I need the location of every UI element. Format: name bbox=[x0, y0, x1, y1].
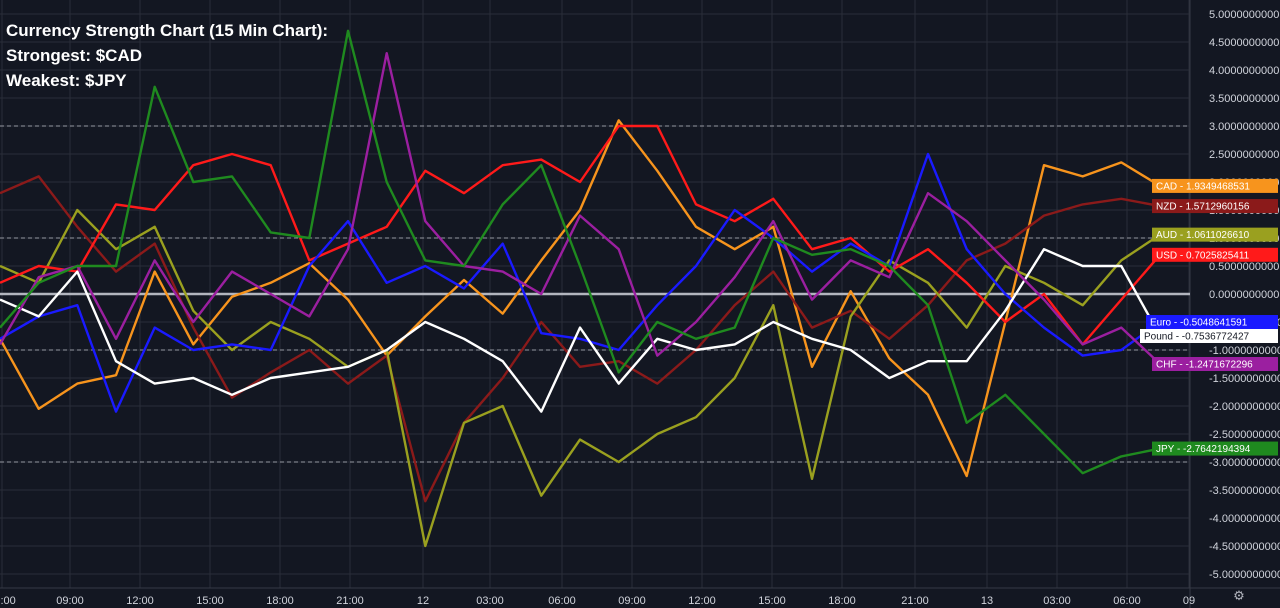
series-line-euro bbox=[0, 152, 1161, 413]
tag-box bbox=[1152, 441, 1278, 456]
y-tick-label: 3.5000000000 bbox=[1209, 93, 1279, 105]
x-tick-label: 15:00 bbox=[196, 595, 224, 607]
x-tick-label: 21:00 bbox=[336, 595, 364, 607]
series-line-jpy bbox=[0, 29, 1161, 475]
chart-title-block: Currency Strength Chart (15 Min Chart): … bbox=[6, 18, 328, 93]
chart-title: Currency Strength Chart (15 Min Chart): bbox=[6, 21, 329, 40]
y-tick-label: -3.5000000000 bbox=[1209, 485, 1280, 497]
price-tag-usd: USD - 0.7025825411 bbox=[1152, 247, 1278, 262]
tag-box bbox=[1152, 247, 1278, 262]
series-line-cad bbox=[0, 119, 1161, 478]
series-lines bbox=[0, 29, 1162, 548]
tag-box bbox=[1146, 315, 1278, 329]
series-line-aud bbox=[0, 208, 1161, 548]
y-tick-label: -4.0000000000 bbox=[1209, 513, 1280, 525]
y-tick-label: 3.0000000000 bbox=[1209, 121, 1279, 133]
price-tag-jpy: JPY - -2.7642194394 bbox=[1152, 441, 1278, 456]
x-tick-label: 18:00 bbox=[266, 595, 294, 607]
y-tick-label: -3.0000000000 bbox=[1209, 457, 1280, 469]
tag-box bbox=[1152, 357, 1278, 371]
tag-box bbox=[1152, 199, 1278, 214]
price-tag-euro: Euro - -0.5048641591 bbox=[1146, 315, 1278, 329]
tag-text: AUD - 1.0611026610 bbox=[1156, 230, 1250, 241]
x-tick-label: 09 bbox=[1183, 595, 1195, 607]
weakest-label: Weakest: $JPY bbox=[6, 71, 127, 90]
x-tick-label: 20:00 bbox=[0, 595, 16, 607]
price-tag-cad: CAD - 1.9349468531 bbox=[1152, 178, 1278, 193]
tag-text: NZD - 1.5712960156 bbox=[1156, 202, 1250, 213]
y-tick-label: 4.0000000000 bbox=[1209, 65, 1279, 77]
price-tags: CAD - 1.9349468531 NZD - 1.5712960156 AUD … bbox=[1140, 178, 1278, 456]
y-tick-label: 4.5000000000 bbox=[1209, 37, 1279, 49]
tag-box bbox=[1140, 329, 1278, 343]
price-tag-nzd: NZD - 1.5712960156 bbox=[1152, 199, 1278, 214]
y-tick-label: -1.5000000000 bbox=[1209, 373, 1280, 385]
y-tick-label: 0.5000000000 bbox=[1209, 261, 1279, 273]
tag-text: USD - 0.7025825411 bbox=[1156, 250, 1250, 261]
y-axis: 5.0000000000 4.5000000000 4.0000000000 3.50… bbox=[1209, 9, 1280, 581]
x-tick-label: 18:00 bbox=[828, 595, 856, 607]
strongest-label: Strongest: $CAD bbox=[6, 46, 143, 65]
x-tick-label: 12 bbox=[417, 595, 429, 607]
x-tick-label: 09:00 bbox=[56, 595, 84, 607]
y-tick-label: 0.0000000000 bbox=[1209, 289, 1279, 301]
y-tick-label: 5.0000000000 bbox=[1209, 9, 1279, 21]
x-tick-label: 21:00 bbox=[901, 595, 929, 607]
x-tick-label: 12:00 bbox=[126, 595, 154, 607]
tag-box bbox=[1152, 227, 1278, 242]
tag-text: Pound - -0.7536772427 bbox=[1144, 332, 1250, 343]
price-tag-pound: Pound - -0.7536772427 bbox=[1140, 329, 1278, 343]
y-tick-label: -5.0000000000 bbox=[1209, 569, 1280, 581]
tag-text: Euro - -0.5048641591 bbox=[1150, 318, 1248, 329]
gear-icon[interactable]: ⚙ bbox=[1233, 589, 1245, 604]
tag-text: CHF - -1.2471672296 bbox=[1156, 360, 1253, 371]
x-tick-label: 13 bbox=[981, 595, 993, 607]
series-line-nzd bbox=[0, 175, 1161, 503]
x-tick-label: 12:00 bbox=[688, 595, 716, 607]
y-tick-label: -2.0000000000 bbox=[1209, 401, 1280, 413]
y-tick-label: 2.5000000000 bbox=[1209, 149, 1279, 161]
x-tick-label: 06:00 bbox=[1113, 595, 1141, 607]
y-tick-label: -1.0000000000 bbox=[1209, 345, 1280, 357]
price-tag-chf: CHF - -1.2471672296 bbox=[1152, 357, 1278, 371]
series-line-usd bbox=[0, 124, 1161, 346]
tag-box bbox=[1152, 178, 1278, 193]
x-tick-label: 03:00 bbox=[1043, 595, 1071, 607]
series-line-pound bbox=[0, 247, 1162, 413]
x-tick-label: 06:00 bbox=[548, 595, 576, 607]
x-tick-label: 15:00 bbox=[758, 595, 786, 607]
x-tick-label: 09:00 bbox=[618, 595, 646, 607]
series-line-chf bbox=[0, 52, 1161, 365]
y-tick-label: -2.5000000000 bbox=[1209, 429, 1280, 441]
price-tag-aud: AUD - 1.0611026610 bbox=[1152, 227, 1278, 242]
tag-text: JPY - -2.7642194394 bbox=[1156, 444, 1251, 455]
x-tick-label: 03:00 bbox=[476, 595, 504, 607]
y-tick-label: -4.5000000000 bbox=[1209, 541, 1280, 553]
x-axis: 20:00 09:00 12:00 15:00 18:00 21:00 12 03:00 06:… bbox=[0, 595, 1195, 607]
tag-text: CAD - 1.9349468531 bbox=[1156, 181, 1250, 192]
